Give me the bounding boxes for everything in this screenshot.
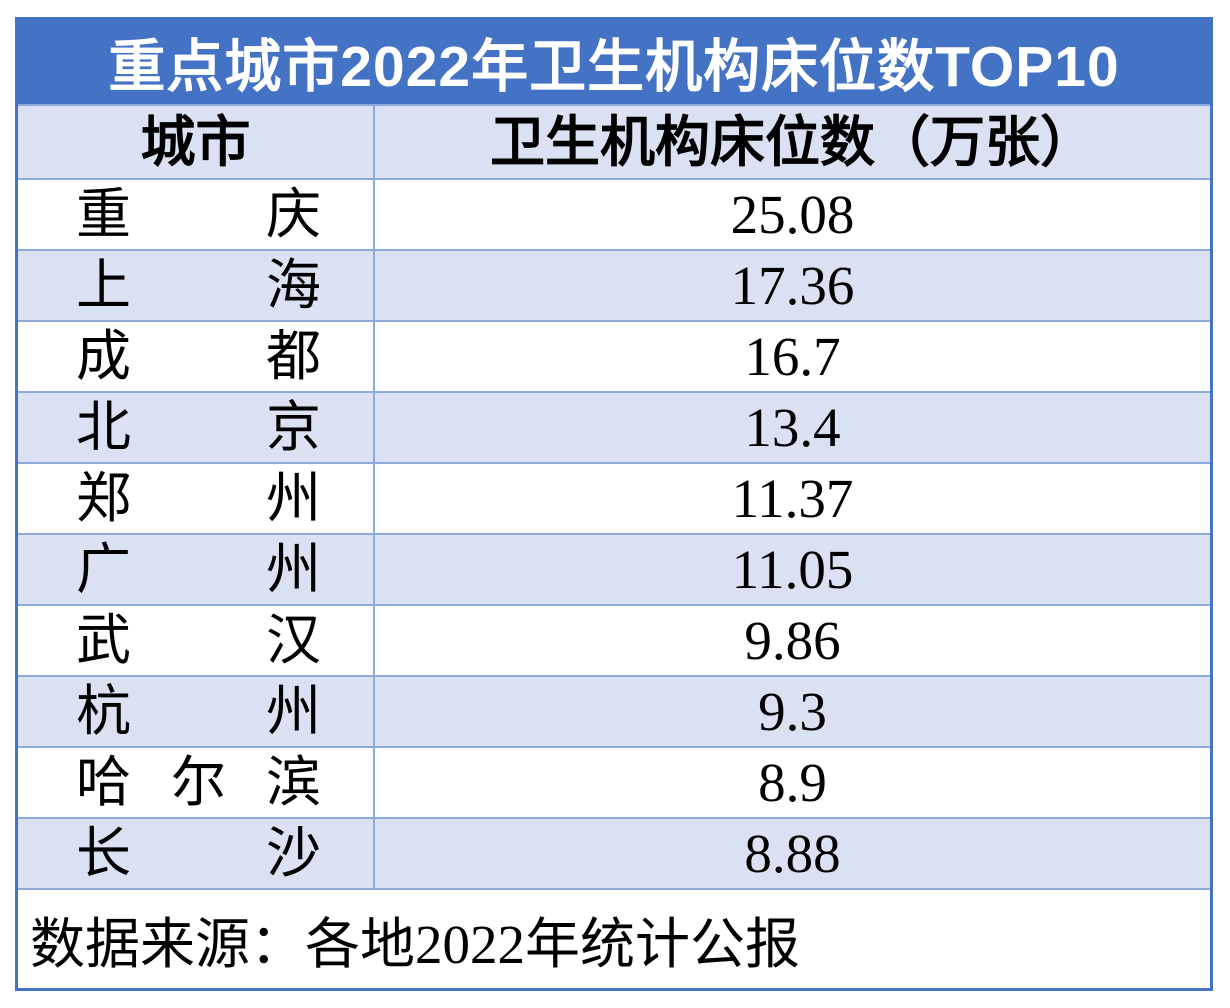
city-name: 杭州: [76, 681, 321, 742]
city-name: 上海: [76, 255, 321, 316]
column-header-city: 城市: [140, 111, 251, 173]
table-row: 武汉 9.86: [18, 604, 1210, 675]
city-name: 武汉: [76, 610, 321, 671]
bed-count-value: 8.88: [373, 819, 1210, 888]
table-row: 杭州 9.3: [18, 675, 1210, 746]
city-name: 重庆: [76, 184, 321, 245]
bed-count-value: 9.86: [373, 606, 1210, 675]
bed-count-value: 8.9: [373, 748, 1210, 817]
header-row: 城市 卫生机构床位数（万张）: [18, 104, 1210, 178]
city-name: 长沙: [76, 823, 321, 884]
table-row: 北京 13.4: [18, 391, 1210, 462]
bed-count-value: 17.36: [373, 251, 1210, 320]
ranking-table: 重点城市2022年卫生机构床位数TOP10 城市 卫生机构床位数（万张） 重庆 2…: [15, 17, 1213, 991]
table-title: 重点城市2022年卫生机构床位数TOP10: [18, 20, 1210, 104]
bed-count-value: 11.05: [373, 535, 1210, 604]
table-row: 重庆 25.08: [18, 178, 1210, 249]
table-row: 郑州 11.37: [18, 462, 1210, 533]
city-name: 成都: [76, 326, 321, 387]
city-name: 北京: [76, 397, 321, 458]
bed-count-value: 9.3: [373, 677, 1210, 746]
table-row: 上海 17.36: [18, 249, 1210, 320]
table-row: 长沙 8.88: [18, 817, 1210, 888]
table-row: 成都 16.7: [18, 320, 1210, 391]
city-name: 哈尔滨: [76, 752, 321, 813]
bed-count-value: 16.7: [373, 322, 1210, 391]
bed-count-value: 25.08: [373, 180, 1210, 249]
table-row: 哈尔滨 8.9: [18, 746, 1210, 817]
city-name: 郑州: [76, 468, 321, 529]
source-note: 数据来源：各地2022年统计公报: [18, 888, 1210, 988]
city-name: 广州: [76, 539, 321, 600]
table-row: 广州 11.05: [18, 533, 1210, 604]
column-header-beds: 卫生机构床位数（万张）: [373, 106, 1210, 178]
bed-count-value: 11.37: [373, 464, 1210, 533]
table-body: 重庆 25.08 上海 17.36 成都 16.7 北京 13.4 郑州 11.37 广州 11.05…: [18, 178, 1210, 888]
bed-count-value: 13.4: [373, 393, 1210, 462]
